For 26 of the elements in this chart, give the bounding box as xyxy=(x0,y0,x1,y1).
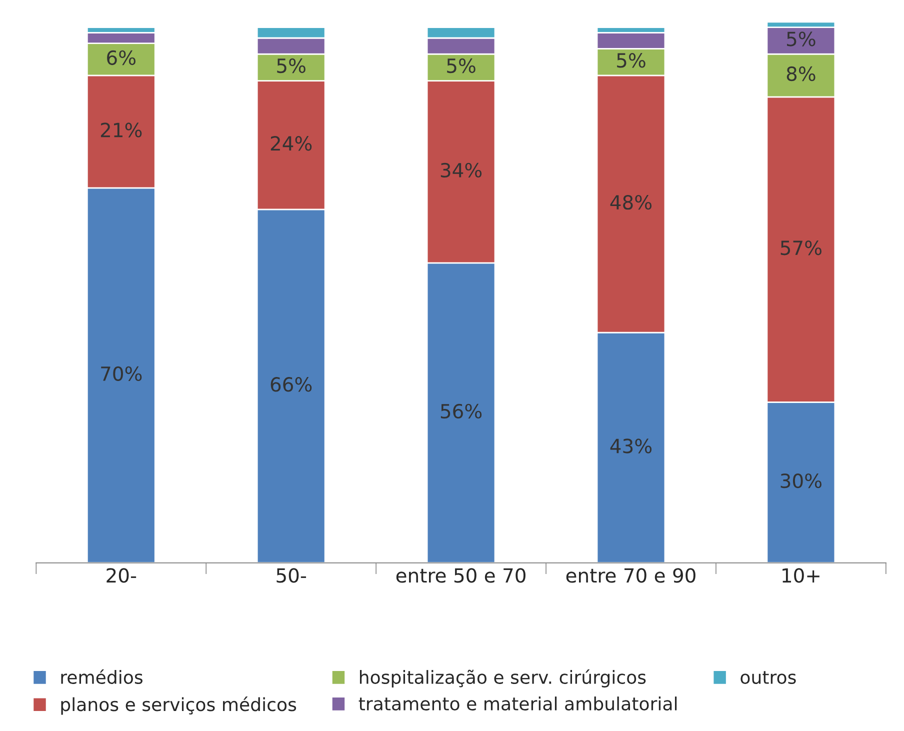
x-tick-label: 10+ xyxy=(782,568,820,583)
data-label: 5% xyxy=(277,58,306,74)
data-label: 5% xyxy=(447,58,476,74)
legend-label: tratamento e material ambulatorial xyxy=(358,696,677,711)
x-tick-label: 50- xyxy=(276,568,306,583)
data-label: 70% xyxy=(101,366,142,382)
data-label: 6% xyxy=(107,50,136,66)
legend-label: remédios xyxy=(61,669,142,684)
legend-label: hospitalização e serv. cirúrgicos xyxy=(360,669,646,688)
data-label: 24% xyxy=(270,136,312,151)
legend-label: planos e serviços médicos xyxy=(61,696,296,715)
data-label: 57% xyxy=(780,240,822,256)
data-label: 48% xyxy=(610,194,652,210)
data-label: 43% xyxy=(610,438,652,454)
data-label: 5% xyxy=(787,32,816,46)
data-label: 5% xyxy=(617,53,646,68)
data-label: 21% xyxy=(100,122,142,138)
data-label: 34% xyxy=(440,162,482,178)
legend-label: outros xyxy=(740,671,796,684)
data-label: 30% xyxy=(780,473,822,488)
data-label: 56% xyxy=(440,404,482,419)
x-tick-label: entre 50 e 70 xyxy=(396,568,526,583)
data-label: 8% xyxy=(786,66,816,82)
x-tick-label: entre 70 e 90 xyxy=(566,568,696,583)
x-tick-label: 20- xyxy=(106,568,136,583)
data-label: 66% xyxy=(270,377,312,392)
